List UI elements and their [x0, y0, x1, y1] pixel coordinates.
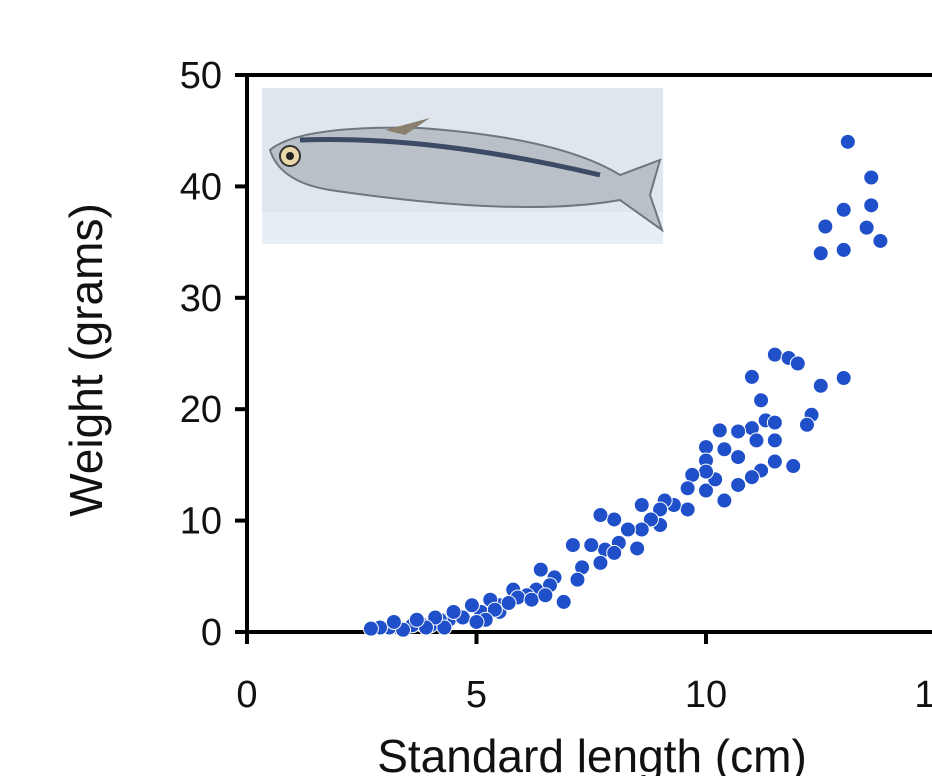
point — [698, 439, 714, 456]
point — [463, 597, 480, 614]
inset-photo — [262, 88, 664, 244]
point — [798, 416, 815, 433]
y-tick-label: 50 — [180, 55, 222, 97]
point — [486, 601, 503, 618]
point — [427, 609, 444, 626]
x-tick-label: 0 — [236, 674, 257, 716]
point — [766, 453, 783, 470]
point — [812, 377, 829, 394]
point — [858, 219, 875, 236]
point — [716, 441, 733, 458]
point — [812, 245, 829, 262]
y-tick-label: 30 — [180, 278, 222, 320]
point — [468, 613, 485, 630]
point — [564, 537, 581, 554]
point — [766, 432, 783, 449]
point — [785, 458, 802, 475]
point — [766, 346, 783, 363]
point — [698, 463, 714, 480]
point — [652, 501, 669, 518]
axes: 0 10 20 30 40 50 0 5 10 15 — [180, 55, 932, 716]
point — [523, 591, 540, 608]
point — [730, 449, 747, 466]
point — [730, 476, 747, 493]
point — [743, 469, 760, 486]
point — [500, 595, 517, 612]
y-tick-label: 40 — [180, 166, 222, 208]
point — [872, 232, 889, 249]
point — [766, 414, 783, 431]
point — [408, 611, 425, 628]
point — [629, 540, 646, 557]
y-tick-label: 10 — [180, 501, 222, 543]
point — [555, 593, 572, 610]
point — [753, 392, 770, 409]
point — [748, 432, 765, 449]
point — [606, 544, 623, 561]
point — [839, 133, 856, 150]
point — [684, 466, 701, 483]
points — [362, 133, 889, 638]
point — [532, 561, 549, 578]
point — [445, 603, 462, 620]
point — [633, 521, 650, 538]
point — [583, 537, 600, 554]
point — [619, 521, 636, 538]
point — [362, 620, 379, 637]
point — [633, 497, 650, 514]
x-axis-title: Standard length (cm) — [377, 730, 807, 776]
y-tick-label: 0 — [201, 612, 222, 654]
point — [679, 501, 696, 518]
point — [606, 511, 623, 528]
point — [537, 587, 554, 604]
point — [835, 370, 852, 387]
point — [679, 480, 696, 497]
point — [716, 492, 733, 509]
point — [817, 218, 834, 235]
point — [863, 197, 880, 214]
point — [835, 241, 852, 258]
point — [698, 482, 714, 499]
x-tick-label: 5 — [466, 674, 487, 716]
y-axis-title: Weight (grams) — [60, 203, 112, 517]
point — [835, 201, 852, 218]
point — [569, 571, 586, 588]
point — [642, 511, 659, 528]
point — [436, 619, 453, 636]
point — [730, 423, 747, 440]
x-tick-label: 15 — [914, 674, 932, 716]
point — [711, 422, 728, 439]
y-tick-label: 20 — [180, 389, 222, 431]
point — [385, 613, 402, 630]
x-tick-label: 10 — [685, 674, 727, 716]
point — [592, 507, 609, 524]
point — [789, 355, 806, 372]
point — [743, 368, 760, 385]
point — [592, 554, 609, 571]
point — [863, 169, 880, 186]
